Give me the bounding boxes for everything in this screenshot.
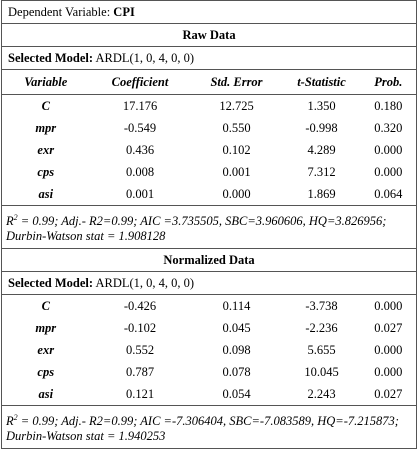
variable-name: C	[1, 294, 90, 317]
footnote-row: R2 = 0.99; Adj.- R2=0.99; AIC =3.735505,…	[0, 205, 417, 249]
value-cell: 0.078	[222, 364, 251, 379]
footnote-sup: 2	[13, 212, 18, 222]
value-cell: 0.320	[360, 117, 417, 139]
value-cell: 0.008	[125, 164, 155, 179]
dependent-label: Dependent Variable:	[8, 4, 111, 19]
value-cell: 0.045	[222, 320, 251, 335]
column-header-row: Variable Coefficient Std. Error t-Statistic…	[1, 69, 417, 95]
data-row: cps 0.787 0.078 10.045 0.000	[1, 361, 417, 383]
value-cell: -0.102	[123, 320, 157, 335]
value-cell: -0.426	[123, 298, 157, 313]
dependent-value: CPI	[113, 4, 135, 19]
column-header: Variable	[1, 69, 90, 95]
value-cell: -0.998	[305, 120, 338, 135]
data-row: exr 0.436 0.102 4.289 0.000	[1, 139, 417, 161]
model-label: Selected Model:	[8, 50, 94, 65]
value-cell: 0.787	[125, 364, 155, 379]
value-cell: 0.114	[222, 298, 251, 313]
model-value: ARDL(1, 0, 4, 0, 0)	[95, 275, 195, 290]
variable-name: mpr	[1, 317, 90, 339]
variable-name: cps	[1, 161, 90, 183]
value-cell: 0.436	[125, 142, 155, 157]
value-cell: -3.738	[305, 298, 338, 313]
value-cell: 12.725	[219, 98, 254, 113]
value-cell: 2.243	[282, 383, 361, 406]
value-cell: 10.045	[304, 364, 339, 379]
section-title: Raw Data	[0, 23, 417, 47]
value-cell: 0.000	[360, 294, 417, 317]
value-cell: 4.289	[307, 142, 336, 157]
value-cell: 0.054	[190, 383, 283, 406]
footnote-r: R	[6, 214, 14, 229]
model-row: Selected Model: ARDL(1, 0, 4, 0, 0)	[0, 46, 417, 70]
value-cell: 0.552	[125, 342, 155, 357]
model-cell: Selected Model: ARDL(1, 0, 4, 0, 0)	[0, 46, 417, 70]
data-row: mpr -0.102 0.045 -2.236 0.027	[1, 317, 417, 339]
value-cell: 0.001	[222, 164, 251, 179]
variable-name: asi	[1, 383, 90, 406]
value-cell: 0.180	[360, 94, 417, 117]
data-row: C -0.426 0.114 -3.738 0.000	[1, 294, 417, 317]
data-row: C 17.176 12.725 1.350 0.180	[1, 94, 417, 117]
value-cell: 0.098	[222, 342, 251, 357]
value-cell: 1.869	[282, 183, 361, 206]
footnote-r: R	[6, 414, 14, 429]
value-cell: 0.000	[190, 183, 283, 206]
variable-name: C	[1, 94, 90, 117]
model-value: ARDL(1, 0, 4, 0, 0)	[95, 50, 195, 65]
regression-table: Dependent Variable: CPI Raw Data Selected…	[0, 0, 417, 449]
footnote-text: = 0.99; Adj.- R2=0.99; AIC =3.735505, SB…	[6, 214, 387, 244]
value-cell: 1.350	[307, 98, 336, 113]
value-cell: 0.000	[360, 161, 417, 183]
data-row: exr 0.552 0.098 5.655 0.000	[1, 339, 417, 361]
data-row: asi 0.001 0.000 1.869 0.064	[1, 183, 417, 206]
variable-name: asi	[1, 183, 90, 206]
value-cell: 5.655	[307, 342, 336, 357]
data-row: asi 0.121 0.054 2.243 0.027	[1, 383, 417, 406]
value-cell: 0.550	[222, 120, 251, 135]
column-header: Coefficient	[89, 69, 191, 95]
value-cell: 0.027	[360, 383, 417, 406]
dependent-row: Dependent Variable: CPI	[0, 0, 417, 24]
footnote: R2 = 0.99; Adj.- R2=0.99; AIC =3.735505,…	[0, 205, 417, 249]
variable-name: exr	[1, 139, 90, 161]
model-cell: Selected Model: ARDL(1, 0, 4, 0, 0)	[0, 271, 417, 295]
value-cell: 7.312	[307, 164, 336, 179]
value-cell: 0.121	[89, 383, 191, 406]
footnote-text: = 0.99; Adj.- R2=0.99; AIC =-7.306404, S…	[6, 414, 399, 444]
value-cell: -2.236	[305, 320, 338, 335]
dependent-cell: Dependent Variable: CPI	[0, 0, 417, 24]
value-cell: 0.000	[360, 139, 417, 161]
column-header: Prob.	[360, 69, 417, 95]
variable-name: exr	[1, 339, 90, 361]
section-title: Normalized Data	[0, 248, 417, 272]
variable-name: cps	[1, 361, 90, 383]
variable-name: mpr	[1, 117, 90, 139]
footnote: R2 = 0.99; Adj.- R2=0.99; AIC =-7.306404…	[0, 405, 417, 449]
data-row: cps 0.008 0.001 7.312 0.000	[1, 161, 417, 183]
value-cell: 0.001	[89, 183, 191, 206]
column-header: Std. Error	[190, 69, 283, 95]
footnote-row: R2 = 0.99; Adj.- R2=0.99; AIC =-7.306404…	[0, 405, 417, 449]
footnote-sup: 2	[13, 412, 18, 422]
value-cell: 0.027	[360, 317, 417, 339]
table-body: Dependent Variable: CPI Raw Data Selected…	[0, 0, 417, 449]
data-row: mpr -0.549 0.550 -0.998 0.320	[1, 117, 417, 139]
value-cell: 17.176	[122, 98, 158, 113]
column-header: t-Statistic	[282, 69, 361, 95]
value-cell: 0.102	[222, 142, 251, 157]
section-title-row: Raw Data	[0, 23, 417, 47]
value-cell: -0.549	[123, 120, 157, 135]
value-cell: 0.000	[360, 339, 417, 361]
model-label: Selected Model:	[8, 275, 94, 290]
value-cell: 0.064	[360, 183, 417, 206]
section-title-row: Normalized Data	[0, 248, 417, 272]
model-row: Selected Model: ARDL(1, 0, 4, 0, 0)	[0, 271, 417, 295]
value-cell: 0.000	[360, 361, 417, 383]
